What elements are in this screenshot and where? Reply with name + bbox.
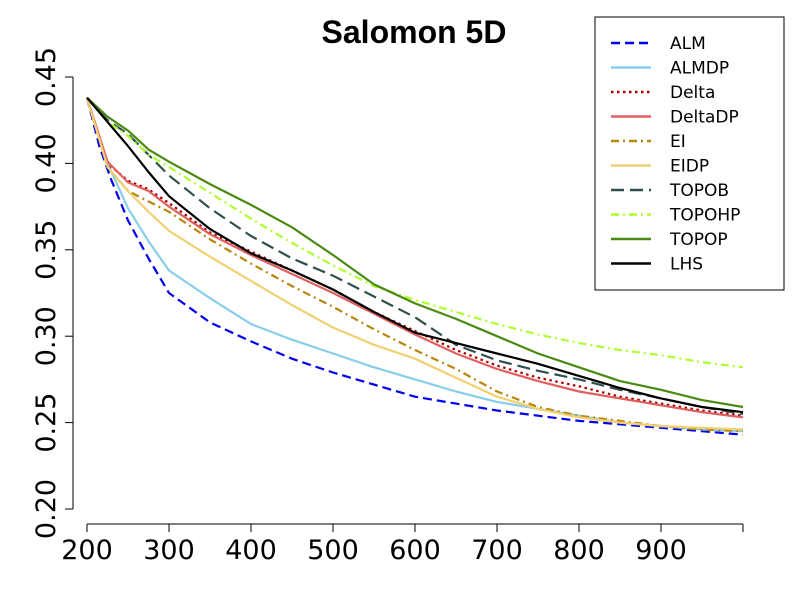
legend-label: EIDP: [670, 157, 709, 177]
series-line-topohp: [86, 96, 744, 369]
y-tick-label: 0.30: [31, 306, 62, 366]
legend-label: Delta: [670, 83, 715, 103]
axes: 200 300 400 500 600 700 800 900 0.20 0.25 0.30 0.35…: [31, 47, 744, 566]
chart-title: Salomon 5D: [322, 14, 507, 50]
y-tick-label: 0.40: [31, 133, 62, 193]
series-line-deltadp: [85, 97, 744, 419]
legend-label: TOPOB: [669, 181, 729, 201]
x-tick-label: 400: [225, 535, 277, 566]
legend-label: ALMDP: [670, 59, 729, 79]
x-tick-label: 300: [143, 535, 195, 566]
series-layer: [85, 96, 744, 436]
series-line-topop: [86, 96, 744, 409]
x-tick-label: 200: [61, 535, 113, 566]
series-line-delta: [85, 97, 744, 417]
x-tick-label: 900: [635, 535, 687, 566]
y-tick-label: 0.25: [31, 393, 62, 453]
legend-box: [594, 16, 785, 291]
legend-label: LHS: [670, 255, 703, 275]
series-line-eidp: [85, 97, 744, 431]
legend: ALM ALMDP Delta DeltaDP EI EIDP TOPOB TOPOHP TOP…: [594, 16, 785, 291]
legend-label: DeltaDP: [670, 108, 739, 128]
legend-label: EI: [670, 132, 686, 152]
x-tick-label: 500: [307, 535, 359, 566]
y-tick-label: 0.20: [31, 479, 62, 539]
x-tick-label: 700: [471, 535, 523, 566]
legend-label: TOPOHP: [669, 206, 740, 226]
legend-label: ALM: [670, 34, 706, 54]
y-tick-label: 0.35: [31, 220, 62, 280]
x-tick-label: 600: [389, 535, 441, 566]
series-line-ei: [85, 97, 744, 433]
series-line-lhs: [86, 96, 744, 414]
y-tick-label: 0.45: [31, 47, 62, 107]
legend-label: TOPOP: [669, 230, 728, 250]
x-tick-label: 800: [553, 535, 605, 566]
